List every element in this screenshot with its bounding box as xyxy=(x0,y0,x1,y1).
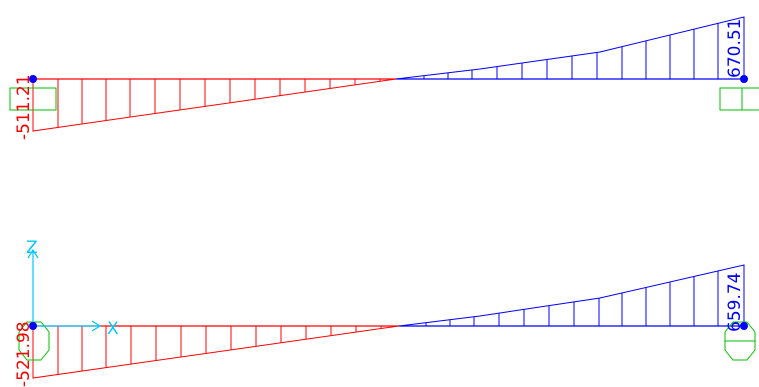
beam-2-diagram: Z X -521.98 659.74 xyxy=(14,238,756,387)
beam-1-diagram: -511.21 670.51 xyxy=(9,16,759,140)
beam-2-end-value: 659.74 xyxy=(725,273,745,332)
beam-1-start-support xyxy=(9,87,57,111)
beam-2-negative-hatch xyxy=(57,326,382,375)
beam-2-start-support xyxy=(18,321,50,361)
axes-triad: Z X xyxy=(26,238,119,339)
beam-1-start-value: -511.21 xyxy=(14,74,34,140)
z-axis-label: Z xyxy=(26,238,38,258)
beam-1-end-support xyxy=(719,87,759,111)
x-axis-label: X xyxy=(107,319,119,339)
beam-2-negative-outline xyxy=(32,325,400,379)
beam-2-positive-outline xyxy=(398,264,745,327)
beam-1-start-node xyxy=(29,75,37,83)
beam-1-negative-outline xyxy=(32,78,397,132)
beam-2-start-node xyxy=(29,322,37,330)
z-axis-arrowhead xyxy=(27,248,39,259)
x-axis-arrowhead xyxy=(91,320,102,332)
beam-1-positive-hatch xyxy=(423,23,719,79)
beam-2-end-support xyxy=(724,321,756,361)
beam-2-end-node xyxy=(740,322,748,330)
beam-1-positive-outline xyxy=(395,16,745,80)
beam-2-positive-hatch xyxy=(425,270,719,326)
beam-1-end-node xyxy=(740,75,748,83)
beam-1-end-value: 670.51 xyxy=(725,19,745,78)
beam-2-start-value: -521.98 xyxy=(14,321,34,387)
